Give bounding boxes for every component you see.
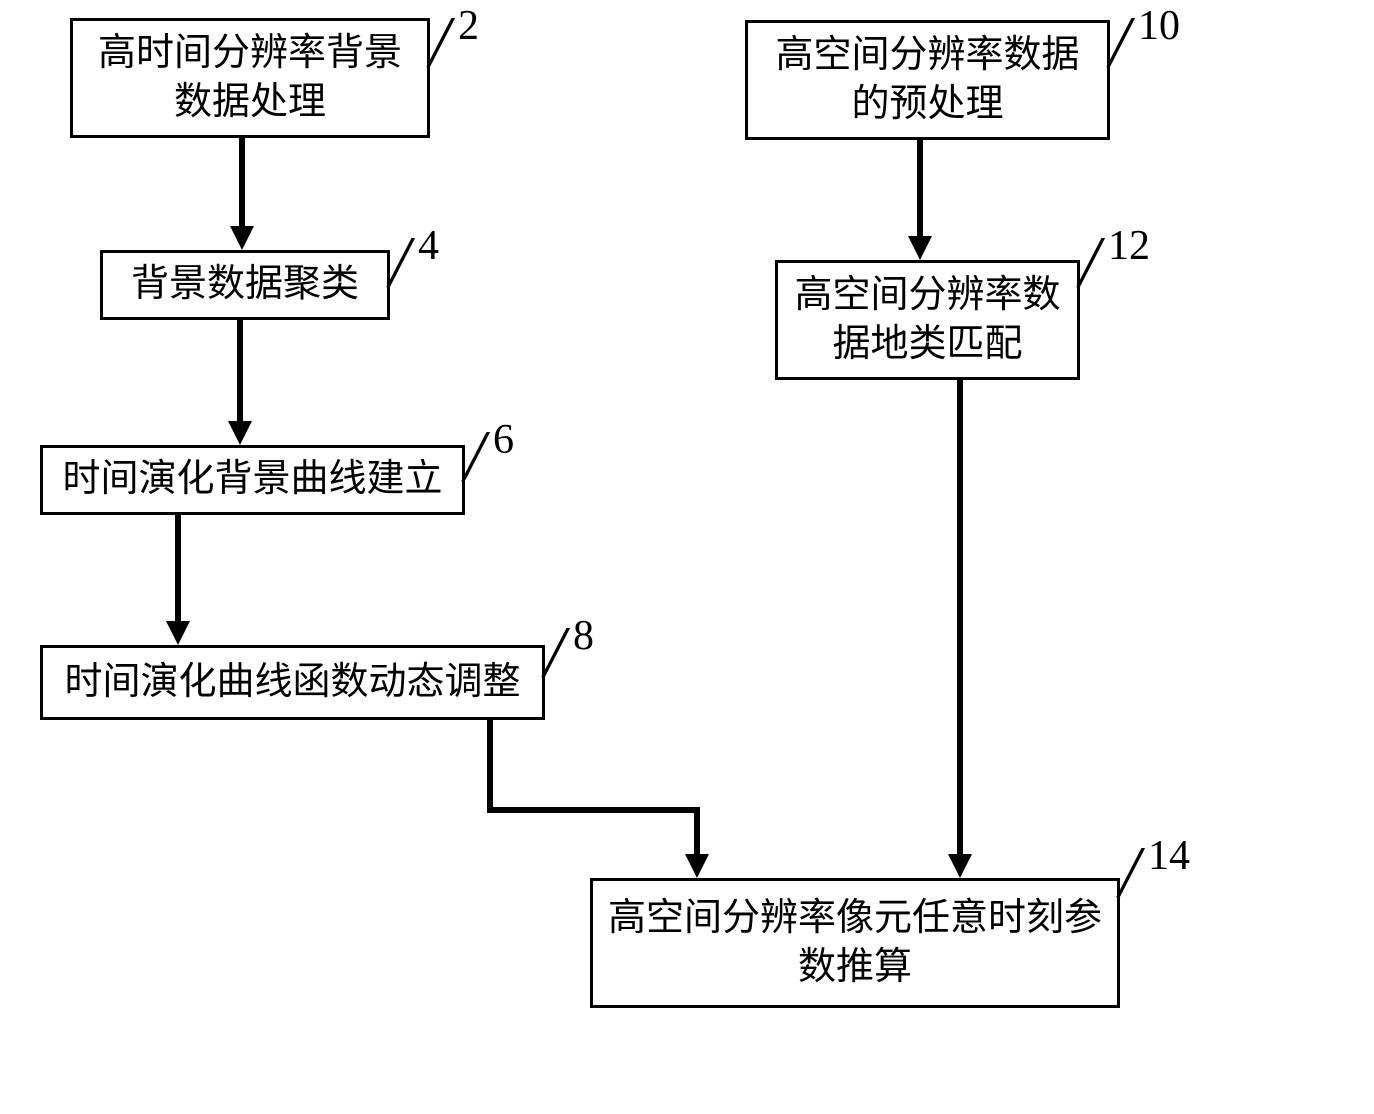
node-10-text: 高空间分辨率数据的预处理 [760, 31, 1095, 130]
arrow-head-10-12 [908, 236, 932, 260]
arrow-head-12-14 [948, 854, 972, 878]
node-10: 高空间分辨率数据的预处理 [745, 20, 1110, 140]
label-8: 8 [573, 612, 594, 660]
label-6: 6 [493, 416, 514, 464]
arrow-head-8-14 [685, 854, 709, 878]
arrow-6-8 [175, 515, 181, 623]
node-2-text: 高时间分辨率背景数据处理 [85, 29, 415, 128]
arrow-8-14-v2 [694, 807, 700, 856]
arrow-8-14-v1 [487, 720, 493, 810]
node-14: 高空间分辨率像元任意时刻参数推算 [590, 878, 1120, 1008]
label-bracket-10: ╱ [1108, 18, 1133, 68]
label-bracket-2: ╱ [428, 18, 453, 68]
node-6-text: 时间演化背景曲线建立 [62, 455, 442, 504]
label-14: 14 [1148, 832, 1190, 880]
label-10: 10 [1138, 2, 1180, 50]
arrow-10-12 [917, 140, 923, 238]
arrow-head-2-4 [230, 226, 254, 250]
label-bracket-8: ╱ [543, 628, 568, 678]
arrow-8-14-h [487, 807, 697, 813]
label-2: 2 [458, 2, 479, 50]
node-4: 背景数据聚类 [100, 250, 390, 320]
node-12-text: 高空间分辨率数据地类匹配 [790, 271, 1065, 370]
arrow-2-4 [239, 138, 245, 228]
label-bracket-12: ╱ [1078, 238, 1103, 288]
arrow-12-14 [957, 380, 963, 856]
node-12: 高空间分辨率数据地类匹配 [775, 260, 1080, 380]
label-bracket-4: ╱ [388, 238, 413, 288]
node-8-text: 时间演化曲线函数动态调整 [64, 658, 520, 707]
arrow-head-4-6 [228, 421, 252, 445]
node-4-text: 背景数据聚类 [131, 260, 359, 309]
node-2: 高时间分辨率背景数据处理 [70, 18, 430, 138]
arrow-head-6-8 [166, 621, 190, 645]
node-8: 时间演化曲线函数动态调整 [40, 645, 545, 720]
label-bracket-14: ╱ [1118, 848, 1143, 898]
label-4: 4 [418, 222, 439, 270]
node-14-text: 高空间分辨率像元任意时刻参数推算 [605, 894, 1105, 993]
arrow-4-6 [237, 320, 243, 423]
node-6: 时间演化背景曲线建立 [40, 445, 465, 515]
label-12: 12 [1108, 222, 1150, 270]
label-bracket-6: ╱ [463, 432, 488, 482]
